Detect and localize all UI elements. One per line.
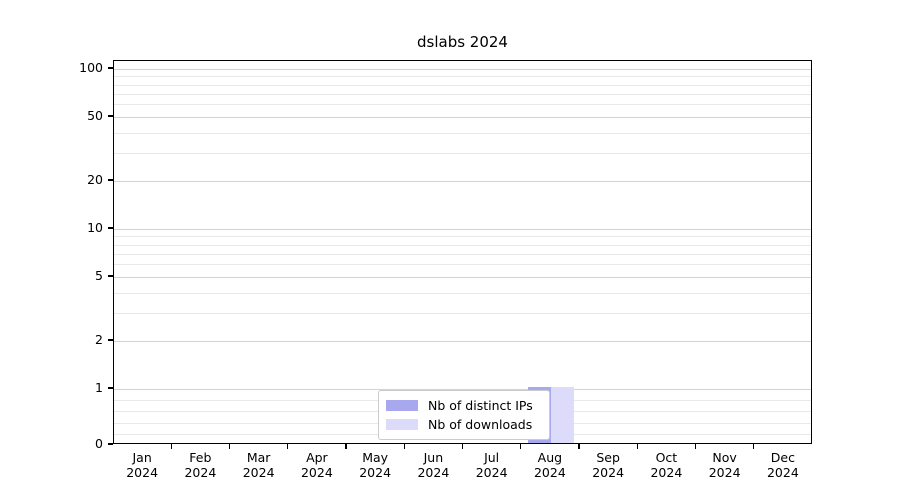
x-tick-label: Jun 2024 xyxy=(403,450,463,480)
chart-title: dslabs 2024 xyxy=(417,33,508,51)
x-tick-mark xyxy=(578,444,580,449)
x-tick-mark xyxy=(345,444,347,449)
x-tick-label: Apr 2024 xyxy=(287,450,347,480)
x-tick-label-year: 2024 xyxy=(184,465,217,480)
x-tick-label-month: Apr xyxy=(306,450,328,465)
x-tick-label-month: Nov xyxy=(712,450,737,465)
x-tick-label-month: Feb xyxy=(189,450,212,465)
gridline-minor xyxy=(114,93,811,95)
x-tick-mark xyxy=(287,444,289,449)
gridline-major xyxy=(114,340,811,342)
x-tick-label-year: 2024 xyxy=(475,465,508,480)
gridline-minor xyxy=(114,312,811,314)
x-tick-mark xyxy=(753,444,755,449)
x-tick-label-month: Dec xyxy=(770,450,795,465)
x-tick-label-year: 2024 xyxy=(650,465,683,480)
chart-legend: Nb of distinct IPs Nb of downloads xyxy=(378,390,550,440)
y-tick-mark xyxy=(108,443,113,445)
y-tick-mark xyxy=(108,227,113,229)
x-tick-label-year: 2024 xyxy=(242,465,275,480)
y-tick-mark xyxy=(108,275,113,277)
x-tick-label: May 2024 xyxy=(345,450,405,480)
y-tick-mark xyxy=(108,339,113,341)
x-tick-label: Dec 2024 xyxy=(753,450,813,480)
y-tick-label: 2 xyxy=(95,331,103,347)
x-tick-label-month: Sep xyxy=(596,450,620,465)
x-tick-mark xyxy=(636,444,638,449)
x-tick-mark xyxy=(403,444,405,449)
x-tick-label: Feb 2024 xyxy=(170,450,230,480)
y-tick-mark xyxy=(108,387,113,389)
x-tick-label: Sep 2024 xyxy=(578,450,638,480)
gridline-minor xyxy=(114,152,811,154)
legend-swatch-distinct-ips xyxy=(386,400,418,411)
x-tick-label-month: Jun xyxy=(423,450,444,465)
y-tick-mark xyxy=(108,67,113,69)
x-tick-label: Oct 2024 xyxy=(636,450,696,480)
y-tick-label: 5 xyxy=(95,268,103,284)
x-tick-label-month: Aug xyxy=(537,450,563,465)
x-tick-label-year: 2024 xyxy=(766,465,799,480)
gridline-major xyxy=(114,277,811,279)
x-tick-label: Jul 2024 xyxy=(462,450,522,480)
gridline-minor xyxy=(114,76,811,78)
plot-area xyxy=(113,60,812,444)
y-tick-label: 100 xyxy=(79,60,103,75)
x-tick-label-year: 2024 xyxy=(126,465,159,480)
gridline-major xyxy=(114,117,811,119)
x-tick-label-month: Jul xyxy=(484,450,500,465)
y-tick-mark xyxy=(108,115,113,117)
gridline-minor xyxy=(114,264,811,266)
x-tick-label: Aug 2024 xyxy=(520,450,580,480)
gridline-minor xyxy=(114,132,811,134)
x-tick-mark xyxy=(694,444,697,449)
x-tick-label-year: 2024 xyxy=(533,465,566,480)
y-tick-label: 20 xyxy=(87,171,103,187)
x-tick-label: Mar 2024 xyxy=(229,450,289,480)
x-tick-label-year: 2024 xyxy=(708,465,741,480)
gridline-major xyxy=(114,180,811,182)
x-tick-label-year: 2024 xyxy=(359,465,392,480)
gridline-minor xyxy=(114,253,811,255)
gridline-minor xyxy=(114,244,811,246)
gridline-minor xyxy=(114,84,811,86)
legend-label-downloads: Nb of downloads xyxy=(428,417,533,432)
gridline-minor xyxy=(114,292,811,294)
x-tick-label-month: Jan xyxy=(132,450,152,465)
x-tick-label-month: Mar xyxy=(246,450,271,465)
legend-item-distinct-ips[interactable]: Nb of distinct IPs xyxy=(386,396,542,415)
x-tick-label-month: Oct xyxy=(655,450,678,465)
gridline-major xyxy=(114,389,811,390)
x-tick-mark xyxy=(170,444,172,449)
x-tick-label-year: 2024 xyxy=(417,465,450,480)
legend-label-distinct-ips: Nb of distinct IPs xyxy=(428,398,533,413)
x-tick-label-year: 2024 xyxy=(592,465,625,480)
gridline-minor xyxy=(114,236,811,238)
y-tick-label: 10 xyxy=(87,220,103,235)
y-tick-label: 0 xyxy=(95,436,103,451)
x-tick-mark xyxy=(228,444,231,449)
x-tick-label-month: May xyxy=(362,450,389,465)
x-tick-mark xyxy=(461,444,464,449)
y-tick-label: 50 xyxy=(87,108,103,124)
bar-nb-of-downloads-aug xyxy=(550,387,575,443)
y-tick-mark xyxy=(108,179,113,181)
x-tick-label: Jan 2024 xyxy=(112,450,172,480)
gridline-major xyxy=(114,229,811,230)
legend-swatch-downloads xyxy=(386,419,418,430)
legend-item-downloads[interactable]: Nb of downloads xyxy=(386,415,542,434)
gridline-major xyxy=(114,69,811,70)
y-tick-label: 1 xyxy=(95,380,103,395)
gridline-minor xyxy=(114,104,811,106)
x-tick-label-year: 2024 xyxy=(300,465,333,480)
x-tick-mark xyxy=(520,444,522,449)
x-tick-label: Nov 2024 xyxy=(695,450,755,480)
